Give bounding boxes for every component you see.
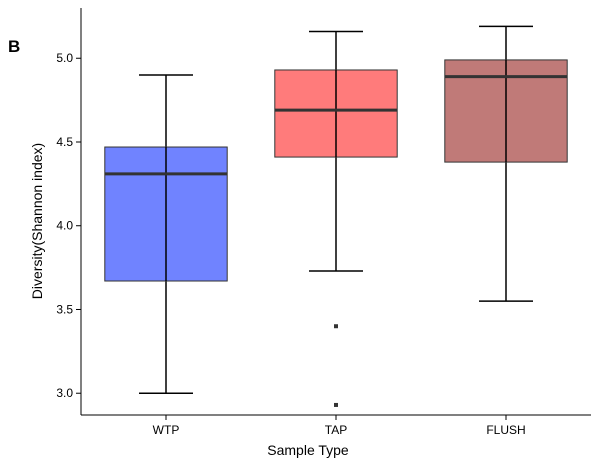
y-axis-title: Diversity(Shannon index) xyxy=(29,143,45,299)
box-wtp xyxy=(104,74,228,394)
y-tick-label: 3.5 xyxy=(56,302,73,316)
y-tick-label: 4.5 xyxy=(56,135,73,149)
x-axis-ticks: WTP TAP FLUSH xyxy=(153,415,526,437)
outlier-point xyxy=(334,324,338,329)
y-tick-label: 3.0 xyxy=(56,386,73,400)
box-flush xyxy=(444,25,568,302)
y-axis-ticks: 3.0 3.5 4.0 4.5 5.0 xyxy=(56,51,81,400)
outlier-point xyxy=(334,402,338,407)
panel-label: B xyxy=(8,37,20,56)
box-tap xyxy=(274,30,398,407)
x-tick-label: WTP xyxy=(153,423,180,437)
y-tick-label: 4.0 xyxy=(56,219,73,233)
x-tick-label: TAP xyxy=(325,423,347,437)
y-tick-label: 5.0 xyxy=(56,51,73,65)
x-axis-title: Sample Type xyxy=(267,442,349,458)
box-series xyxy=(104,25,568,407)
x-tick-label: FLUSH xyxy=(486,423,525,437)
